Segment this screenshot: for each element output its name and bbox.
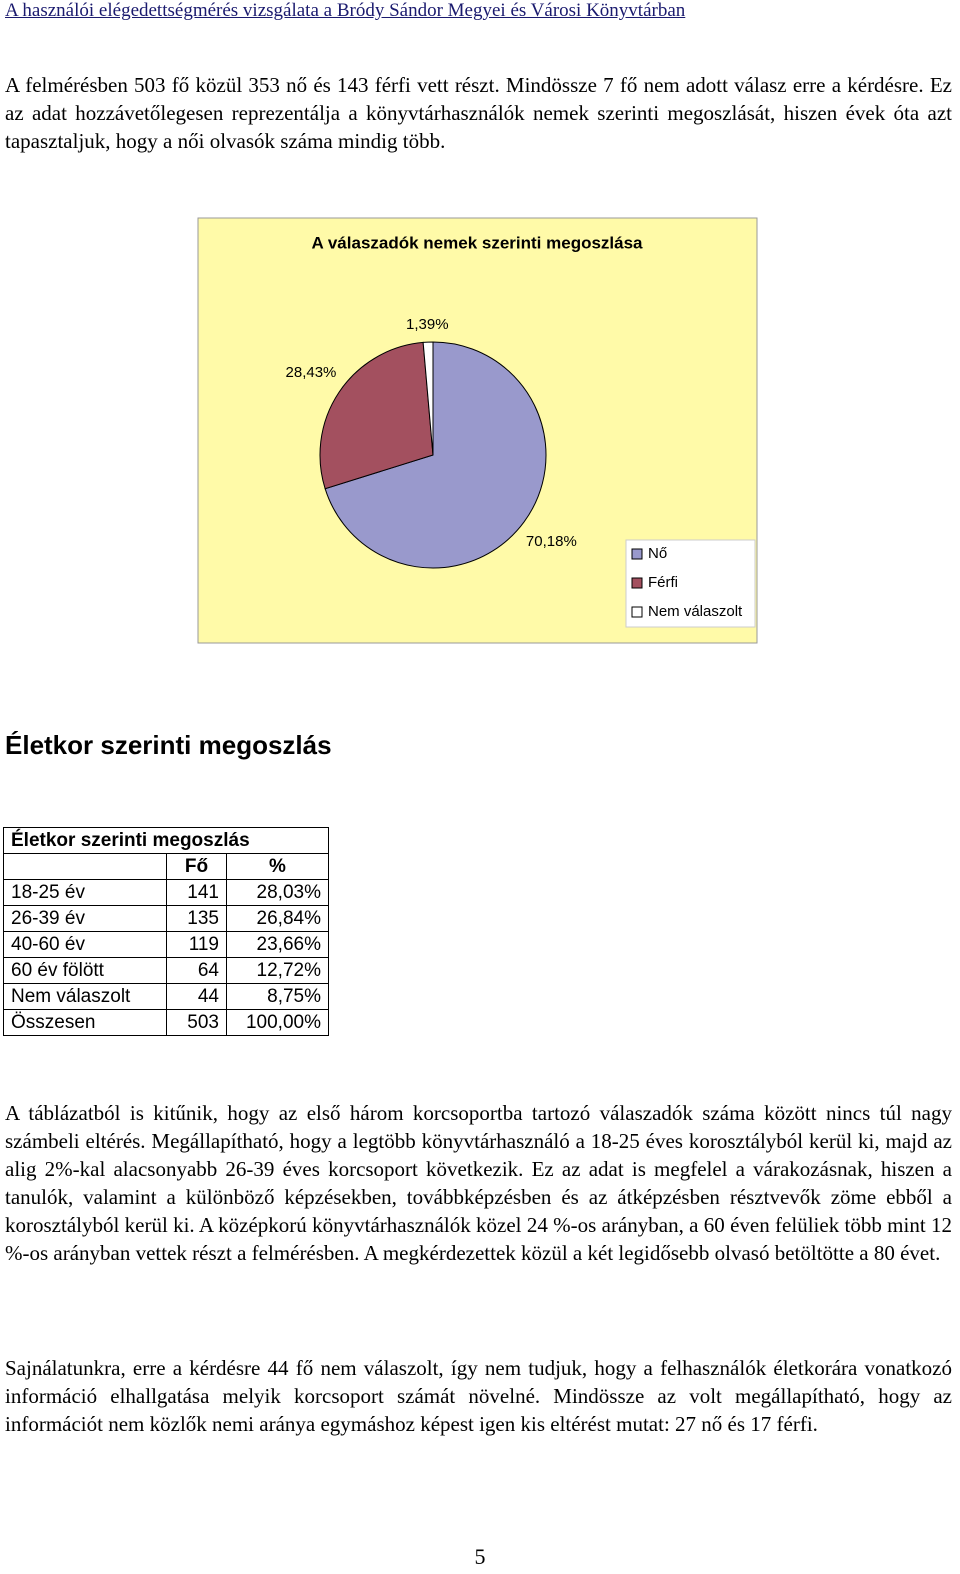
table-row: Életkor szerinti megoszlás — [3, 827, 329, 854]
chart: A válaszadók nemek szerinti megoszlása 7… — [197, 217, 758, 644]
table-cell: 28,03% — [226, 879, 329, 906]
table-row: 18-25 év 141 28,03% — [3, 879, 329, 906]
legend-swatch — [631, 606, 643, 618]
table-cell: 503 — [166, 1009, 227, 1036]
table-row: Összesen 503 100,00% — [3, 1009, 329, 1036]
header-title: A használói elégedettségmérés vizsgálata… — [5, 0, 686, 21]
paragraph: A táblázatból is kitűnik, hogy az első h… — [5, 1101, 952, 1265]
slice-label: 28,43% — [286, 364, 337, 381]
table: Életkor szerinti megoszlás Fő% 18-25 év 141… — [3, 827, 329, 1036]
legend-label: Nő — [648, 545, 667, 562]
table-cell: 44 — [166, 983, 227, 1010]
table-row: 26-39 év 135 26,84% — [3, 905, 329, 932]
table-cell: 64 — [166, 957, 227, 984]
table-cell: 12,72% — [226, 957, 329, 984]
table-cell — [3, 853, 167, 880]
table-cell: 18-25 év — [3, 879, 167, 906]
legend-box — [625, 539, 756, 628]
table-cell: Összesen — [3, 1009, 167, 1036]
table-cell: 100,00% — [226, 1009, 329, 1036]
table-cell: Fő — [166, 853, 227, 880]
slice-label: 1,39% — [406, 316, 449, 333]
table-cell: 135 — [166, 905, 227, 932]
paragraph: Sajnálatunkra, erre a kérdésre 44 fő nem… — [5, 1356, 952, 1436]
legend-swatch — [631, 577, 643, 589]
table-cell: 40-60 év — [3, 931, 167, 958]
pie-slice — [422, 341, 434, 456]
table-cell: 60 év fölött — [3, 957, 167, 984]
table-row: Fő% — [3, 853, 329, 880]
chart-title: A válaszadók nemek szerinti megoszlása — [311, 233, 643, 252]
table-cell: 26,84% — [226, 905, 329, 932]
section-title: Életkor szerinti megoszlás — [5, 730, 332, 760]
pie-slice — [319, 341, 434, 490]
legend-label: Férfi — [648, 574, 678, 591]
paragraph: A felmérésben 503 fő közül 353 nő és 143… — [5, 73, 952, 153]
table-cell: % — [226, 853, 329, 880]
table-row: 60 év fölött 64 12,72% — [3, 957, 329, 984]
table-cell: 141 — [166, 879, 227, 906]
page-number: 5 — [474, 1544, 486, 1569]
table-row: Nem válaszolt 44 8,75% — [3, 983, 329, 1010]
table-cell: 119 — [166, 931, 227, 958]
table-cell: 8,75% — [226, 983, 329, 1010]
table-cell: 23,66% — [226, 931, 329, 958]
table-cell: 26-39 év — [3, 905, 167, 932]
slice-label: 70,18% — [526, 533, 577, 550]
pie-slice — [324, 341, 547, 569]
table-row: 40-60 év 119 23,66% — [3, 931, 329, 958]
legend-label: Nem válaszolt — [648, 603, 743, 620]
table-cell: Életkor szerinti megoszlás — [3, 827, 329, 854]
legend-swatch — [631, 548, 643, 560]
table-cell: Nem válaszolt — [3, 983, 167, 1010]
